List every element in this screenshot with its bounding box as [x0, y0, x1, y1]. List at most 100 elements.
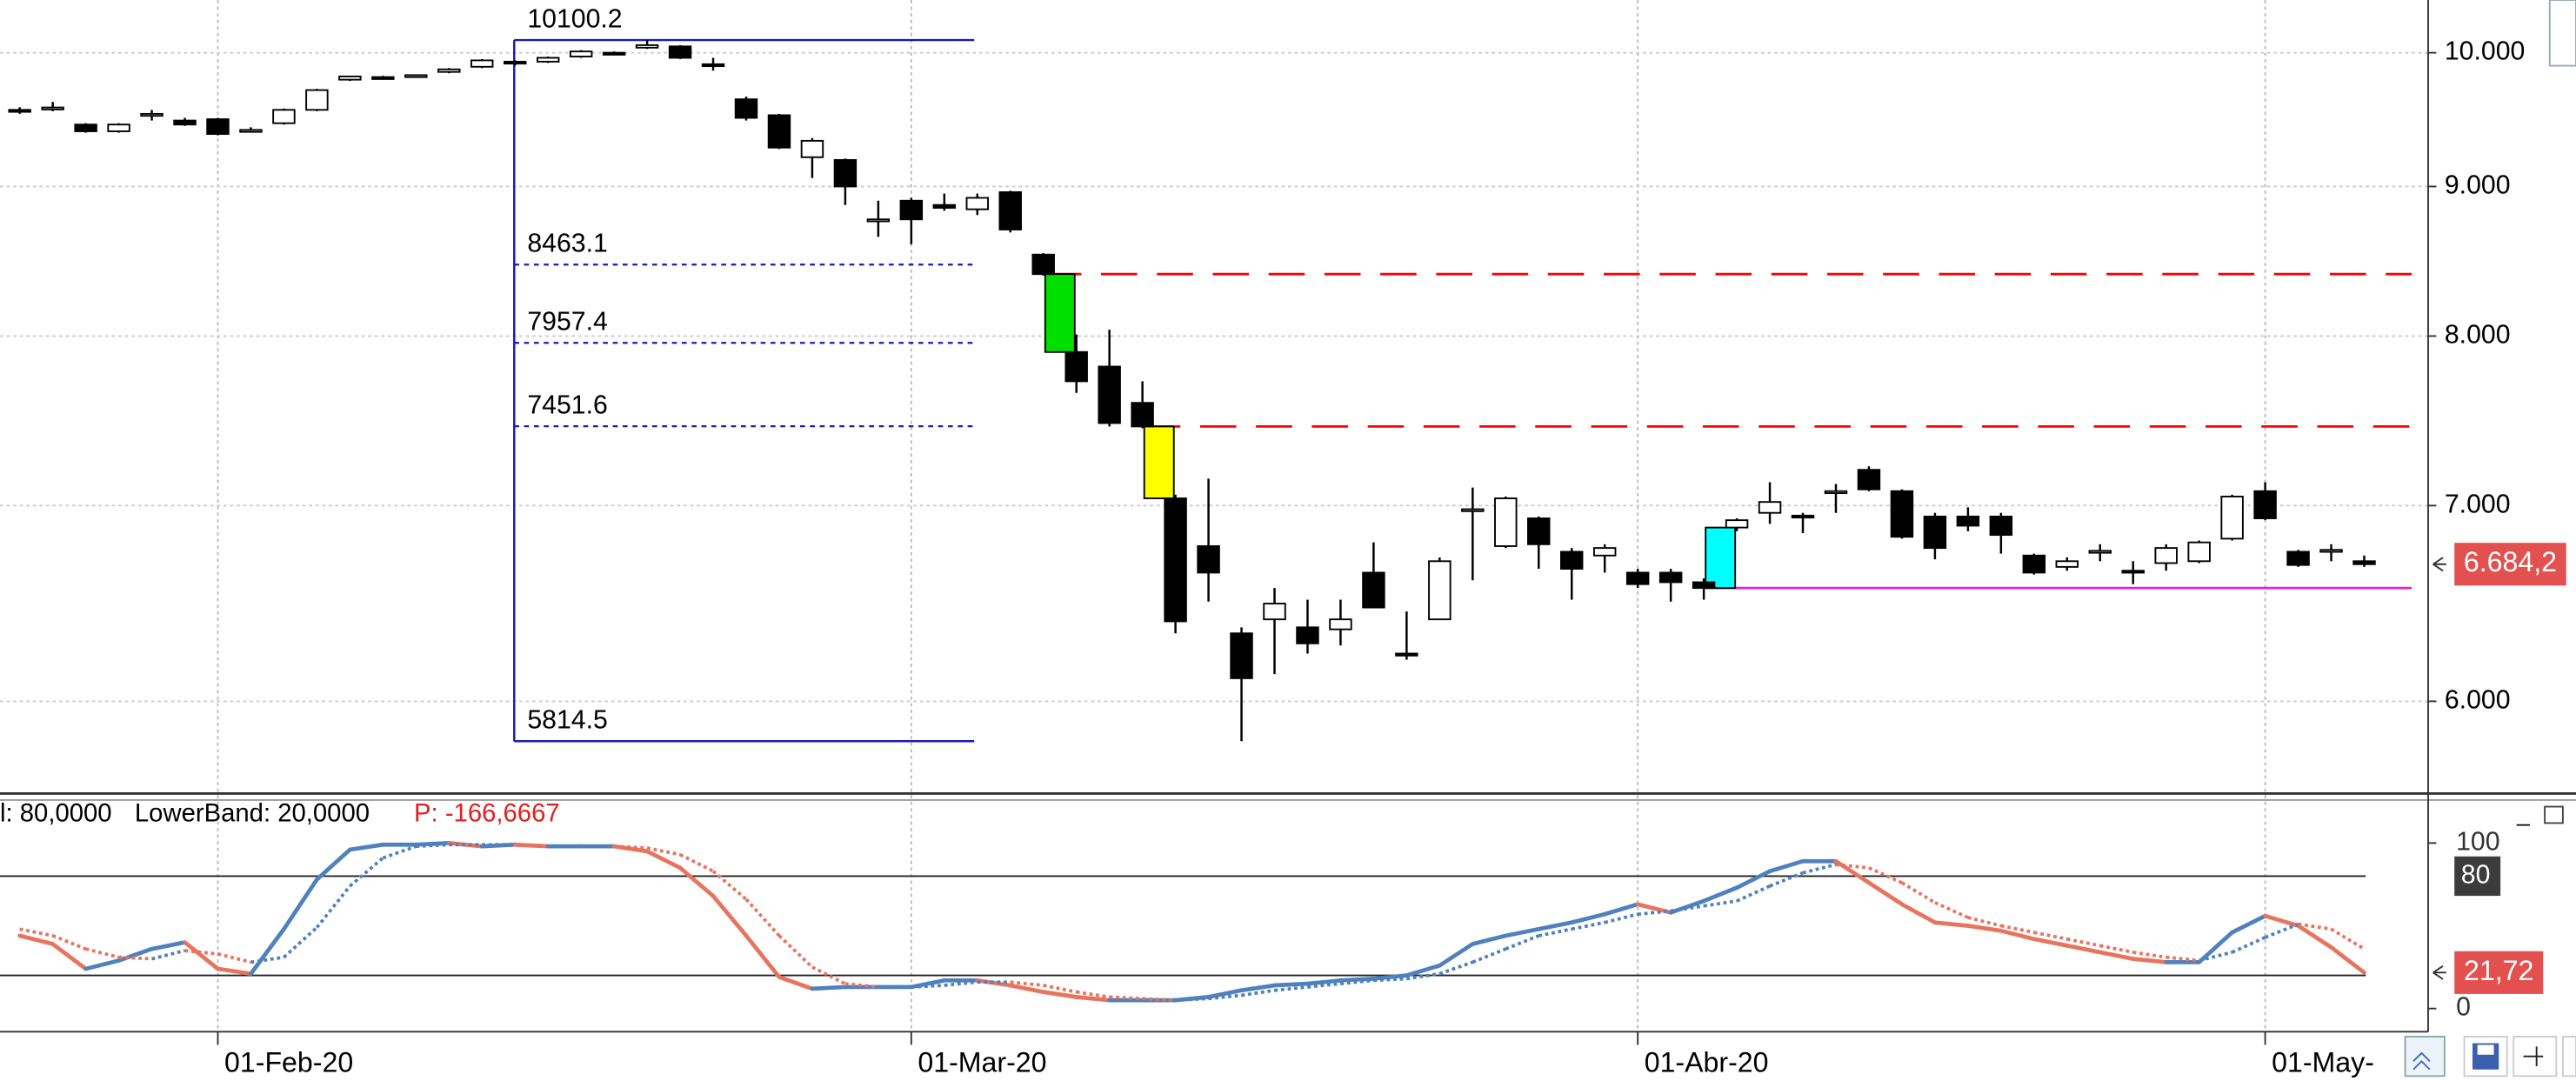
stochastic-line — [1866, 880, 1905, 907]
stochastic-line — [2032, 937, 2070, 948]
stochastic-line — [183, 940, 220, 971]
candle-body — [8, 109, 31, 113]
stochastic-line — [150, 940, 187, 951]
candle-body — [371, 76, 395, 80]
stochastic-line — [1239, 983, 1277, 993]
candle-body — [1461, 508, 1485, 512]
fib-label: 5814.5 — [527, 706, 607, 735]
candle-body — [2220, 496, 2244, 540]
stochastic-line — [17, 933, 55, 946]
candle-body — [1758, 501, 1782, 514]
last-value-label: 21,72 — [2464, 955, 2533, 986]
stochastic-line — [2000, 924, 2035, 934]
stochastic-line — [249, 926, 286, 977]
candle-body — [800, 139, 824, 158]
candle-body — [239, 129, 263, 133]
stochastic-line — [1701, 885, 1739, 904]
candle-body — [272, 109, 296, 124]
fib-label: 8463.1 — [527, 230, 607, 258]
stochastic-line — [2230, 913, 2267, 935]
fib-label: 7957.4 — [527, 308, 607, 337]
maximize-icon[interactable] — [2544, 805, 2564, 824]
minimize-icon[interactable]: _ — [2516, 800, 2530, 826]
stochastic-line — [184, 949, 218, 956]
candle-body — [1527, 517, 1551, 545]
stochastic-line — [1999, 928, 2037, 942]
stochastic-line — [1008, 983, 1046, 995]
indicator-header: P: -166,6667 — [414, 800, 560, 828]
stochastic-line — [2065, 943, 2103, 955]
candle-body — [2187, 541, 2211, 563]
candle-body — [1031, 253, 1055, 276]
stochastic-line — [2033, 931, 2068, 941]
price-tick-label: 6.000 — [2445, 685, 2511, 714]
candle-body — [2055, 560, 2079, 568]
last-price-box — [2454, 543, 2566, 586]
gap-highlight — [1705, 526, 1737, 590]
stochastic-line — [1670, 904, 1705, 913]
stochastic-line — [677, 865, 716, 898]
candle-body — [866, 218, 891, 223]
stochastic-line — [1041, 990, 1079, 999]
band-label: 80 — [2461, 860, 2491, 889]
candle-body — [2253, 490, 2277, 519]
candle-body — [569, 50, 593, 57]
candle-body — [74, 123, 97, 132]
price-panel: 10.000 9.000 8.000 7.000 6.000 10100.2 8463.1 7… — [8, 4, 2566, 743]
candle-body — [1592, 547, 1617, 557]
candle-body — [1658, 571, 1683, 584]
candle-body — [338, 75, 362, 81]
stochastic-line — [1043, 984, 1078, 994]
candle-body — [1791, 514, 1815, 519]
candle-body — [41, 106, 64, 110]
candle-body — [998, 191, 1022, 230]
stochastic-line — [1703, 899, 1738, 908]
candle-body — [833, 159, 858, 188]
candle-body — [1857, 469, 1881, 490]
candle-body — [404, 74, 428, 78]
price-tick-label: 10.000 — [2445, 37, 2525, 66]
candle-body — [2319, 549, 2343, 553]
scale-button[interactable] — [2548, 0, 2576, 67]
last-value-arrow — [2433, 964, 2446, 980]
stochastic-line — [844, 982, 879, 989]
stochastic-line — [2263, 913, 2300, 928]
stochastic-line — [1965, 924, 2004, 933]
candle-body — [2121, 570, 2145, 574]
candle-body — [1064, 350, 1088, 383]
stochastic-line — [19, 927, 54, 938]
stochastic-line — [1406, 971, 1440, 981]
indicator-header: LowerBand: 20,0000 — [135, 800, 370, 828]
stochastic-line — [1109, 995, 1143, 1001]
stochastic-line — [944, 980, 978, 987]
candle-body — [1362, 571, 1385, 609]
gap-highlight — [1143, 425, 1175, 499]
stochastic-line — [1767, 858, 1805, 874]
stochastic-line — [1734, 869, 1772, 891]
stochastic-line — [315, 884, 351, 929]
candle-body — [1560, 551, 1584, 570]
stochastic-line — [83, 958, 121, 971]
stochastic-line — [2099, 944, 2134, 954]
stochastic-line — [349, 857, 384, 888]
stochastic-line — [1241, 988, 1275, 998]
stochastic-line — [1833, 858, 1872, 885]
candle-body — [173, 119, 197, 126]
stochastic-line — [2197, 930, 2234, 964]
candle-body — [305, 89, 329, 111]
stochastic-line — [1538, 927, 1572, 938]
more-button[interactable] — [2561, 1036, 2576, 1078]
candle-body — [1164, 497, 1187, 623]
candle-body — [1956, 515, 1980, 527]
candle-body — [932, 204, 957, 209]
stochastic-line — [1340, 978, 1374, 986]
stochastic-line — [1668, 898, 1706, 915]
stochastic-line — [1835, 863, 1870, 870]
candle-body — [470, 59, 494, 68]
candle-body — [1296, 626, 1319, 644]
candle-body — [1263, 603, 1286, 621]
stochastic-line — [2098, 950, 2136, 961]
stochastic-line — [777, 934, 814, 969]
candle-body — [2286, 551, 2310, 566]
